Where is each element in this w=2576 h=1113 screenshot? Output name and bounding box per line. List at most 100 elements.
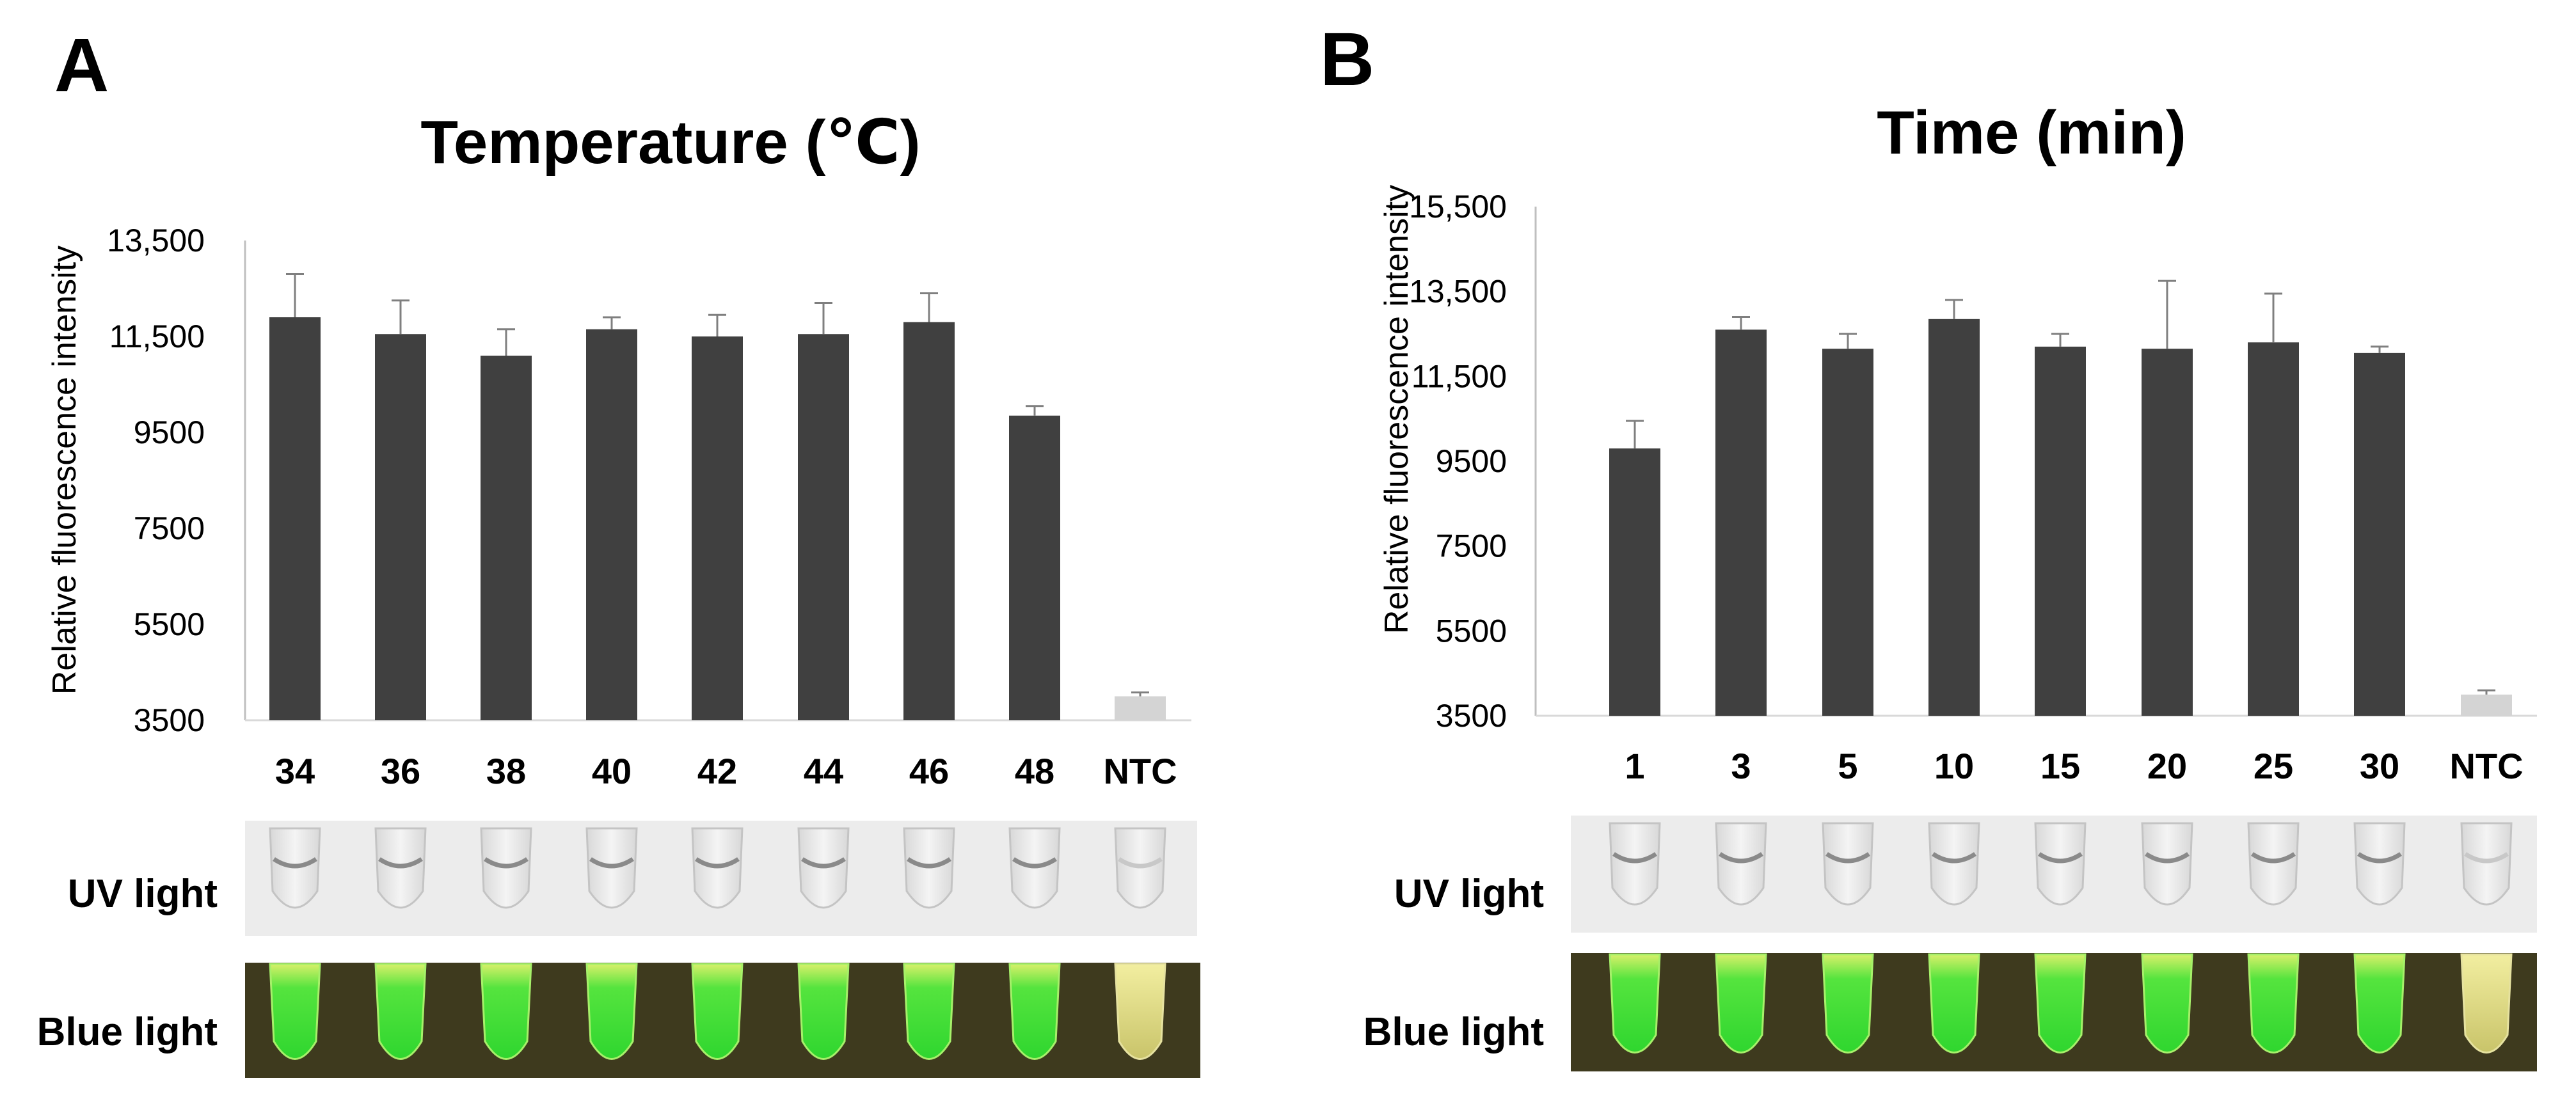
uv-tube [2247, 822, 2300, 906]
x-tick-label: 5 [1838, 746, 1857, 786]
panel-b: B Time (min) Relative fluorescence inten… [1320, 17, 2537, 1071]
panel-b-blue-label: Blue light [1364, 1010, 1544, 1054]
blue-light-tube [1008, 963, 1061, 1060]
uv-tube [1609, 822, 1661, 906]
uv-tube-meniscus [1012, 857, 1057, 869]
bar [1928, 319, 1980, 716]
x-tick-label: 46 [909, 751, 949, 791]
y-tick-label: 5500 [1436, 613, 1507, 649]
bar [1715, 329, 1767, 716]
x-tick-label: 15 [2040, 746, 2080, 786]
panel-b-y-axis-label: Relative fluorescence intensity [1378, 185, 1415, 634]
bar [2035, 346, 2086, 716]
bar [375, 334, 426, 720]
uv-tube [1822, 822, 1874, 906]
y-tick-label: 5500 [134, 606, 205, 642]
blue-light-tube [2034, 953, 2087, 1054]
panel-b-blue-tubes [1609, 953, 2513, 1054]
x-tick-label: 38 [486, 751, 526, 791]
blue-light-tube [1928, 953, 1980, 1054]
panel-b-chart-title: Time (min) [1877, 99, 2186, 167]
y-tick-label: 11,500 [1411, 358, 1507, 394]
panel-a-plot: 3500 5500 7500 9500 11,500 13,500 34 36 38 40 42 44… [107, 223, 1191, 791]
uv-tube-meniscus [907, 857, 951, 869]
uv-tube-meniscus [2038, 852, 2083, 864]
x-tick-label: 25 [2254, 746, 2293, 786]
uv-tube [2034, 822, 2087, 906]
uv-tube-meniscus [378, 857, 423, 869]
bar [2248, 342, 2299, 716]
uv-tube [2460, 822, 2513, 906]
panel-a-letter: A [54, 23, 109, 107]
panel-a-uv-tubes [269, 827, 1166, 909]
bar [903, 322, 955, 720]
uv-tube [1928, 822, 1980, 906]
panel-b-uv-tubes [1609, 822, 2513, 906]
y-tick-label: 11,500 [109, 319, 205, 354]
y-tick-label: 7500 [134, 510, 205, 546]
uv-tube-meniscus [801, 857, 846, 869]
y-tick-label: 3500 [134, 702, 205, 738]
y-tick-label: 13,500 [1409, 274, 1507, 310]
blue-light-tube [480, 963, 532, 1060]
blue-light-tube [1822, 953, 1874, 1054]
blue-light-tube [374, 963, 427, 1060]
x-tick-label: 10 [1934, 746, 1974, 786]
uv-tube-meniscus [2357, 852, 2402, 864]
blue-light-tube [2353, 953, 2406, 1054]
blue-light-tube [269, 963, 321, 1060]
blue-light-tube [691, 963, 743, 1060]
blue-light-tube [1609, 953, 1661, 1054]
bar [2142, 349, 2193, 716]
bar [1009, 415, 1060, 720]
y-tick-label: 3500 [1436, 698, 1507, 734]
blue-light-tube [797, 963, 850, 1060]
blue-light-tube [585, 963, 638, 1060]
panel-a-blue-tubes [269, 963, 1166, 1060]
uv-tube-meniscus [695, 857, 740, 869]
x-tick-label: 48 [1015, 751, 1054, 791]
y-tick-label: 7500 [1436, 528, 1507, 564]
bar [1822, 349, 1873, 716]
x-tick-label: 3 [1731, 746, 1751, 786]
uv-tube [2141, 822, 2193, 906]
blue-light-tube [1114, 963, 1166, 1060]
panel-b-letter: B [1320, 17, 1374, 102]
uv-tube-meniscus [273, 857, 317, 869]
uv-tube-meniscus [1825, 852, 1870, 864]
x-tick-label: 36 [381, 751, 420, 791]
x-tick-label: 20 [2147, 746, 2187, 786]
x-tick-label: 30 [2360, 746, 2399, 786]
bar [692, 336, 743, 720]
bar [798, 334, 849, 720]
uv-tube-meniscus [2145, 852, 2190, 864]
uv-tube [1715, 822, 1767, 906]
y-tick-label: 9500 [134, 414, 205, 450]
uv-tube-meniscus [2464, 852, 2509, 864]
blue-light-tube [903, 963, 955, 1060]
y-tick-label: 9500 [1436, 443, 1507, 479]
uv-tube-meniscus [589, 857, 634, 869]
bar [481, 356, 532, 720]
x-tick-label: 44 [804, 751, 843, 791]
bar [1609, 448, 1660, 716]
panel-a-blue-label: Blue light [37, 1010, 218, 1054]
x-tick-label: 42 [697, 751, 737, 791]
x-tick-label: NTC [1103, 751, 1177, 791]
uv-tube-meniscus [1612, 852, 1657, 864]
blue-light-tube [2141, 953, 2193, 1054]
uv-tube-meniscus [2251, 852, 2296, 864]
bar [269, 317, 321, 720]
bar [1115, 696, 1166, 720]
panel-a: A Temperature (℃) Relative fluorescence … [37, 23, 1200, 1078]
panel-a-y-axis-label: Relative fluorescence intensity [46, 246, 83, 695]
uv-tube-meniscus [1118, 857, 1163, 869]
uv-tube-meniscus [1719, 852, 1763, 864]
uv-tube [2353, 822, 2406, 906]
blue-light-tube [2247, 953, 2300, 1054]
x-tick-label: 1 [1625, 746, 1644, 786]
panel-a-uv-label: UV light [68, 872, 218, 916]
bar [2354, 352, 2405, 716]
uv-tube-meniscus [1932, 852, 1976, 864]
